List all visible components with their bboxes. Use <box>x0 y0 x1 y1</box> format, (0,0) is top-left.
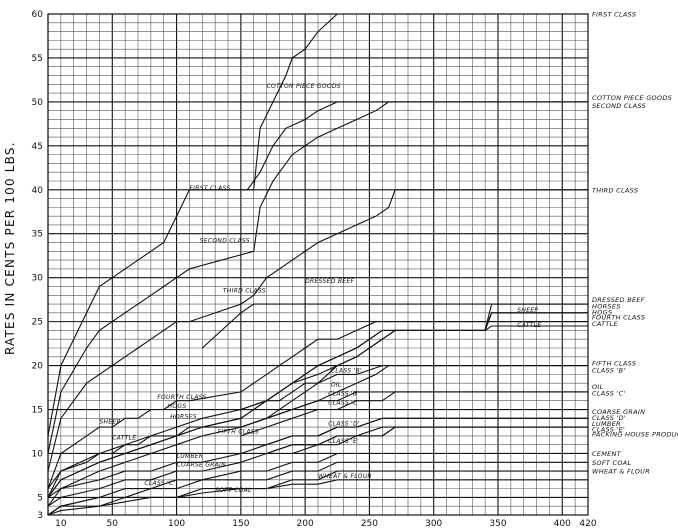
right-series-label: CLASS 'B' <box>592 366 625 374</box>
series-line <box>47 365 588 498</box>
right-series-label: PACKING HOUSE PRODUCTS <box>592 431 678 439</box>
y-axis-title: RATES IN CENTS PER 100 LBS. <box>3 141 17 355</box>
series-line <box>246 101 588 191</box>
right-series-label: CATTLE <box>592 320 619 328</box>
series-line <box>47 452 588 516</box>
right-series-label: CLASS 'C' <box>592 389 626 397</box>
inline-series-label: OIL <box>331 382 342 389</box>
right-series-label: THIRD CLASS <box>592 186 638 194</box>
series-lines <box>47 13 588 516</box>
inline-series-label: CATTLE <box>112 434 136 441</box>
right-series-label: SOFT COAL <box>592 459 632 467</box>
inline-series-label: SOFT COAL <box>215 487 252 494</box>
inline-series-labels: FIRST CLASS SECOND CLASS THIRD CLASS COTTON… <box>99 83 541 494</box>
right-series-label: FIRST CLASS <box>592 11 636 19</box>
series-line <box>47 479 588 516</box>
inline-series-label: CLASS 'C' <box>144 480 175 487</box>
y-tick-label: 15 <box>32 406 43 416</box>
right-series-label: DRESSED BEEF <box>592 296 645 304</box>
inline-series-label: THIRD CLASS <box>223 288 266 295</box>
right-series-label: FIFTH CLASS <box>592 359 636 367</box>
inline-series-label: FIRST CLASS <box>189 185 230 192</box>
y-tick-label: 25 <box>32 318 43 328</box>
y-tick-label: 55 <box>32 54 43 64</box>
y-tick-label: 40 <box>32 186 44 196</box>
inline-series-label: FOURTH CLASS <box>157 394 206 401</box>
series-line <box>47 101 588 454</box>
inline-series-label: HOGS <box>168 403 187 410</box>
inline-series-label: HORSES <box>170 413 197 420</box>
y-tick-label: 35 <box>32 230 43 240</box>
inline-series-label: CLASS 'E' <box>328 438 359 445</box>
right-series-label: HORSES <box>592 302 621 310</box>
y-tick-label: 45 <box>32 142 43 152</box>
y-tick-label: 50 <box>32 98 44 108</box>
inline-series-label: COARSE GRAIN <box>177 462 227 469</box>
y-tick-label: 3 <box>37 511 43 521</box>
right-series-label: CLASS 'D' <box>592 414 626 422</box>
series-line <box>47 325 588 498</box>
right-series-label: SECOND CLASS <box>592 102 646 110</box>
series-line <box>240 426 588 455</box>
right-series-label: LUMBER <box>592 420 621 428</box>
x-tick-label: 300 <box>425 519 442 528</box>
y-tick-label: 20 <box>32 362 44 372</box>
series-line <box>240 391 588 437</box>
series-line <box>240 426 588 455</box>
inline-series-label: CATTLE <box>517 322 541 329</box>
inline-series-label: SECOND CLASS <box>200 238 250 245</box>
series-line <box>47 13 588 436</box>
right-series-label: CLASS 'E' <box>592 425 625 433</box>
right-series-label: COARSE GRAIN <box>592 408 645 416</box>
series-line <box>240 391 588 428</box>
series-line <box>47 461 588 516</box>
x-tick-labels: 10 50 100 150 200 250 300 350 400 420 <box>55 519 597 528</box>
inline-series-label: CLASS 'B' <box>331 368 362 375</box>
y-tick-label: 10 <box>32 449 44 459</box>
x-tick-label: 350 <box>489 519 506 528</box>
plot-frame <box>47 13 589 516</box>
y-tick-label: 30 <box>32 274 44 284</box>
series-line <box>47 321 588 489</box>
right-series-label: FOURTH CLASS <box>592 314 645 322</box>
x-tick-label: 50 <box>107 519 119 528</box>
series-line <box>201 303 588 349</box>
inline-series-label: DRESSED BEEF <box>305 278 354 285</box>
inline-series-label: LUMBER <box>177 453 204 460</box>
x-tick-label: 250 <box>361 519 378 528</box>
right-series-label: CEMENT <box>592 450 622 458</box>
inline-series-label: WHEAT & FLOUR <box>318 473 372 480</box>
x-tick-label: 420 <box>579 519 596 528</box>
y-tick-label: 60 <box>32 10 44 20</box>
x-tick-label: 150 <box>232 519 249 528</box>
right-series-label: HOGS <box>592 308 612 316</box>
inline-series-label: SHEEP <box>99 419 120 426</box>
inline-series-label: CLASS 'C' <box>328 399 359 406</box>
x-tick-label: 400 <box>554 519 571 528</box>
series-line <box>240 417 588 446</box>
right-series-label: COTTON PIECE GOODS <box>592 94 672 102</box>
series-line <box>240 365 588 411</box>
x-tick-label: 100 <box>168 519 185 528</box>
right-series-label: OIL <box>592 383 604 391</box>
inline-series-label: SHEEP <box>517 307 538 314</box>
y-tick-label: 5 <box>37 493 43 503</box>
x-tick-label: 10 <box>55 519 67 528</box>
inline-series-label: CLASS 'D' <box>328 420 360 427</box>
inline-series-label: CLASS 'B' <box>328 390 359 397</box>
x-tick-label: 200 <box>297 519 314 528</box>
series-line <box>47 189 588 472</box>
inline-series-label: FIFTH CLASS <box>218 428 259 435</box>
inline-series-label: COTTON PIECE GOODS <box>267 83 341 90</box>
right-series-label: WHEAT & FLOUR <box>592 468 650 476</box>
